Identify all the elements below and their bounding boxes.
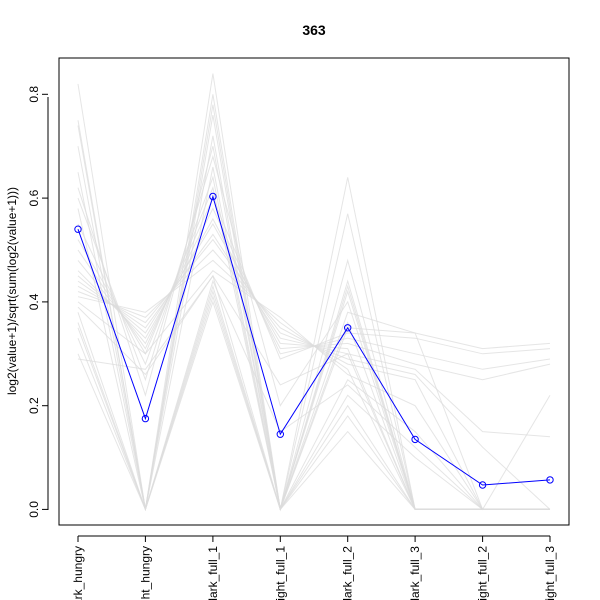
x-tick-label: dark_full_1 (206, 546, 220, 600)
background-series-line (77, 166, 550, 512)
y-axis-ticks: 0.0 0.2 0.4 0.6 0.8 (27, 86, 48, 518)
background-series-line (77, 238, 551, 510)
highlight-data-point (411, 435, 419, 444)
highlight-data-point (74, 225, 82, 233)
background-series-line (77, 275, 550, 510)
y-tick-label: 0.0 (27, 501, 41, 518)
x-axis-ticks: dark_hungry light_hungry dark_full_1 light_… (71, 536, 557, 600)
background-series-group (77, 73, 551, 512)
x-tick-label: dark_full_3 (408, 546, 422, 600)
background-series-line (77, 274, 550, 511)
background-series-line (77, 115, 550, 510)
highlight-series-line (77, 194, 551, 486)
highlight-data-point (546, 476, 554, 484)
plot-frame (58, 57, 570, 526)
chart-title: 363 (302, 22, 326, 38)
background-series-line (77, 223, 550, 510)
y-tick-label: 0.8 (27, 86, 41, 103)
highlight-series-group (74, 192, 554, 489)
highlight-data-point (344, 324, 352, 332)
highlight-data-point (209, 192, 217, 201)
x-tick-label: light_hungry (138, 546, 152, 600)
x-tick-label: light_full_2 (476, 546, 490, 600)
y-tick-label: 0.6 (27, 189, 41, 206)
x-tick-label: dark_hungry (71, 546, 85, 600)
background-series-line (77, 104, 550, 510)
background-series-line (77, 94, 550, 510)
highlight-data-point (141, 414, 150, 423)
x-tick-label: light_full_1 (273, 546, 287, 600)
y-tick-label: 0.4 (27, 293, 41, 310)
x-tick-label: dark_full_2 (341, 546, 355, 600)
highlight-data-point (478, 481, 487, 489)
highlight-data-point (276, 430, 284, 438)
x-tick-label: light_full_3 (543, 546, 557, 600)
background-series-line (77, 270, 551, 511)
y-axis-label: log2(value+1)/sqrt(sum(log2(value+1))) (5, 187, 19, 395)
background-series-line (77, 196, 551, 360)
y-tick-label: 0.2 (27, 397, 41, 414)
background-series-line (77, 295, 550, 511)
background-series-line (77, 185, 551, 512)
